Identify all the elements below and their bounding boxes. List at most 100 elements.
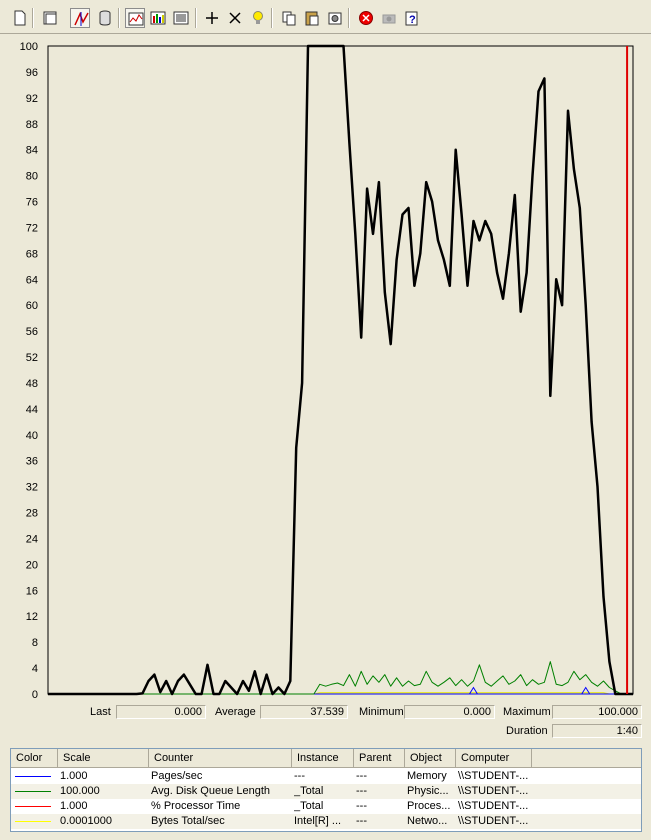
series-spike bbox=[469, 686, 478, 695]
performance-graph: 100 96 92 88 84 80 76 72 68 64 60 56 52 48 44 40 36 32 28 2… bbox=[0, 36, 651, 700]
column-header-parent[interactable]: Parent bbox=[354, 749, 405, 767]
view-graph-button[interactable] bbox=[125, 8, 145, 28]
average-label: Average bbox=[215, 706, 256, 718]
series-line bbox=[48, 661, 633, 695]
counter-legend[interactable]: Color Scale Counter Instance Parent Obje… bbox=[10, 748, 642, 832]
legend-cell-parent: --- bbox=[356, 800, 367, 812]
delete-counter-button[interactable] bbox=[225, 8, 245, 28]
legend-cell-object: Memory bbox=[407, 770, 447, 782]
y-tick-label: 48 bbox=[26, 378, 38, 390]
column-header-counter[interactable]: Counter bbox=[149, 749, 292, 767]
view-histogram-button[interactable] bbox=[148, 8, 168, 28]
help-button[interactable]: ? bbox=[402, 8, 422, 28]
toolbar-separator bbox=[271, 8, 273, 28]
legend-cell-instance: --- bbox=[294, 770, 305, 782]
view-log-data-button[interactable] bbox=[95, 8, 115, 28]
update-data-button[interactable] bbox=[379, 8, 399, 28]
y-tick-label: 84 bbox=[26, 145, 38, 157]
legend-cell-counter: Bytes Total/sec bbox=[151, 815, 225, 827]
y-tick-label: 68 bbox=[26, 248, 38, 260]
column-header-instance[interactable]: Instance bbox=[292, 749, 354, 767]
add-counter-icon bbox=[206, 12, 218, 24]
y-tick-label: 76 bbox=[26, 197, 38, 209]
freeze-display-icon bbox=[359, 11, 373, 25]
legend-cell-instance: Intel[R] ... bbox=[294, 815, 342, 827]
y-tick-label: 12 bbox=[26, 611, 38, 623]
view-report-button[interactable] bbox=[171, 8, 191, 28]
highlight-button[interactable] bbox=[248, 8, 268, 28]
legend-cell-scale: 1.000 bbox=[60, 800, 88, 812]
y-tick-label: 100 bbox=[20, 41, 38, 53]
highlight-icon bbox=[253, 11, 263, 24]
paste-counter-list-button[interactable] bbox=[302, 8, 322, 28]
new-counter-set-button[interactable] bbox=[10, 8, 30, 28]
svg-text:?: ? bbox=[409, 14, 416, 26]
toolbar-separator bbox=[195, 8, 197, 28]
properties-icon bbox=[328, 12, 342, 25]
y-axis-ticks: 1009692888480767268646056524844403632282… bbox=[20, 41, 38, 700]
update-data-icon bbox=[382, 14, 396, 24]
maximum-label: Maximum bbox=[503, 706, 551, 718]
legend-cell-parent: --- bbox=[356, 815, 367, 827]
legend-row[interactable]: 1.000 Pages/sec --- --- Memory \\STUDENT-... bbox=[11, 769, 641, 784]
last-value: 0.000 bbox=[116, 705, 206, 719]
minimum-label: Minimum bbox=[359, 706, 404, 718]
color-swatch bbox=[15, 821, 51, 822]
y-tick-label: 24 bbox=[26, 533, 38, 545]
legend-cell-object: Proces... bbox=[407, 800, 451, 812]
y-tick-label: 92 bbox=[26, 93, 38, 105]
duration-label: Duration bbox=[506, 725, 548, 737]
column-header-scale[interactable]: Scale bbox=[58, 749, 149, 767]
freeze-display-button[interactable] bbox=[356, 8, 376, 28]
legend-cell-computer: \\STUDENT-... bbox=[458, 800, 529, 812]
minimum-value: 0.000 bbox=[404, 705, 495, 719]
column-header-object[interactable]: Object bbox=[405, 749, 456, 767]
y-tick-label: 4 bbox=[32, 663, 38, 675]
series-spike bbox=[581, 686, 591, 695]
y-tick-label: 60 bbox=[26, 300, 38, 312]
legend-cell-scale: 100.000 bbox=[60, 785, 100, 797]
y-tick-label: 52 bbox=[26, 352, 38, 364]
help-icon: ? bbox=[405, 11, 418, 26]
color-swatch bbox=[15, 791, 51, 792]
legend-cell-object: Netwo... bbox=[407, 815, 448, 827]
column-header-computer[interactable]: Computer bbox=[456, 749, 532, 767]
average-value: 37.539 bbox=[260, 705, 348, 719]
toolbar-separator bbox=[118, 8, 120, 28]
view-log-data-icon bbox=[99, 10, 111, 26]
copy-properties-button[interactable] bbox=[279, 8, 299, 28]
copy-properties-icon bbox=[282, 11, 296, 26]
y-tick-label: 88 bbox=[26, 119, 38, 131]
clear-display-button[interactable] bbox=[40, 8, 60, 28]
legend-cell-object: Physic... bbox=[407, 785, 449, 797]
y-tick-label: 16 bbox=[26, 585, 38, 597]
y-tick-label: 32 bbox=[26, 482, 38, 494]
legend-row[interactable]: 100.000 Avg. Disk Queue Length _Total --- Ph… bbox=[11, 784, 641, 799]
view-current-activity-button[interactable] bbox=[70, 8, 90, 28]
color-swatch bbox=[15, 806, 51, 807]
view-current-activity-icon bbox=[74, 12, 89, 26]
legend-header: Color Scale Counter Instance Parent Obje… bbox=[11, 749, 641, 768]
legend-cell-scale: 1.000 bbox=[60, 770, 88, 782]
y-tick-label: 0 bbox=[32, 689, 38, 700]
y-tick-label: 40 bbox=[26, 430, 38, 442]
y-tick-label: 8 bbox=[32, 637, 38, 649]
legend-cell-computer: \\STUDENT-... bbox=[458, 815, 529, 827]
column-header-color[interactable]: Color bbox=[11, 749, 58, 767]
y-tick-label: 56 bbox=[26, 326, 38, 338]
legend-row[interactable]: 1.000 % Processor Time _Total --- Proces... \… bbox=[11, 799, 641, 814]
paste-counter-list-icon bbox=[305, 11, 319, 26]
y-tick-label: 96 bbox=[26, 67, 38, 79]
y-tick-label: 44 bbox=[26, 404, 38, 416]
maximum-value: 100.000 bbox=[552, 705, 642, 719]
legend-cell-counter: % Processor Time bbox=[151, 800, 241, 812]
legend-cell-computer: \\STUDENT-... bbox=[458, 785, 529, 797]
add-counter-button[interactable] bbox=[202, 8, 222, 28]
properties-button[interactable] bbox=[325, 8, 345, 28]
legend-cell-parent: --- bbox=[356, 770, 367, 782]
toolbar: ? bbox=[0, 0, 651, 34]
color-swatch bbox=[15, 776, 51, 777]
legend-cell-instance: _Total bbox=[294, 785, 324, 797]
legend-cell-scale: 0.0001000 bbox=[60, 815, 112, 827]
legend-row[interactable]: 0.0001000 Bytes Total/sec Intel[R] ... --- N… bbox=[11, 814, 641, 829]
